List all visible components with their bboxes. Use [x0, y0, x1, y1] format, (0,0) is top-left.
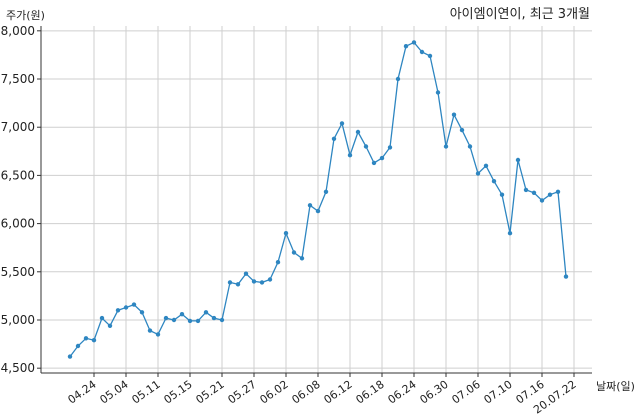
x-tick-label: 06.30 — [417, 378, 450, 407]
x-tick-label: 05.27 — [225, 378, 258, 407]
data-point — [507, 231, 513, 236]
data-point — [115, 308, 121, 313]
y-tick-label: 4,500 — [1, 361, 35, 375]
y-tick-label: 6,500 — [1, 168, 35, 182]
y-tick-label: 7,000 — [1, 120, 35, 134]
data-point — [411, 40, 417, 45]
x-tick-label: 05.04 — [97, 378, 130, 407]
data-point — [203, 310, 209, 315]
data-point — [227, 280, 233, 285]
data-point — [515, 157, 521, 163]
data-point — [395, 76, 401, 82]
data-point — [467, 144, 473, 149]
data-point — [547, 192, 553, 197]
data-point — [427, 53, 433, 59]
x-tick-label: 06.12 — [321, 378, 354, 407]
chart-title: 아이엠이연이, 최근 3개월 — [450, 7, 590, 22]
data-point — [363, 144, 369, 149]
data-point — [403, 44, 409, 49]
data-point — [139, 310, 145, 315]
data-point — [563, 274, 569, 279]
data-point — [483, 163, 489, 168]
data-point — [355, 129, 361, 135]
data-point — [163, 315, 169, 321]
data-point — [267, 277, 273, 282]
data-point — [195, 318, 201, 324]
data-point — [499, 192, 505, 197]
data-point — [315, 208, 321, 214]
data-point — [131, 302, 137, 307]
data-point — [331, 136, 337, 141]
grid — [41, 26, 592, 373]
x-tick-label: 07.10 — [481, 378, 514, 407]
data-point — [539, 198, 545, 203]
data-point — [339, 121, 345, 126]
data-point — [251, 279, 257, 284]
data-point — [307, 203, 313, 208]
y-tick-label: 8,000 — [1, 24, 35, 38]
data-point — [155, 332, 161, 337]
data-point — [147, 328, 153, 333]
y-tick-label: 7,500 — [1, 72, 35, 86]
x-tick-label: 05.15 — [161, 378, 194, 407]
data-point — [107, 323, 113, 328]
x-tick-label: 06.18 — [353, 378, 386, 407]
data-point — [99, 315, 105, 321]
y-tick-label: 6,000 — [1, 217, 35, 231]
data-point — [67, 354, 73, 359]
data-point — [419, 49, 425, 55]
data-point — [371, 160, 377, 166]
y-ticks: 4,500 5,000 5,500 6,000 6,500 7,000 7,500 8,000 — [1, 24, 41, 375]
data-point — [387, 145, 393, 150]
data-point — [555, 189, 561, 194]
x-ticks: 04.2405.0405.1105.1505.2105.2706.0206.08… — [65, 373, 579, 417]
y-tick-label: 5,500 — [1, 265, 35, 279]
data-point — [291, 250, 297, 255]
data-point — [75, 343, 81, 349]
data-point — [123, 305, 129, 310]
x-tick-label: 04.24 — [65, 378, 98, 407]
data-point — [219, 317, 225, 323]
data-point — [91, 338, 97, 343]
x-tick-label: 07.06 — [449, 378, 482, 407]
data-point — [491, 179, 497, 184]
y-axis-label: 주가(원) — [6, 9, 45, 22]
x-tick-label: 05.11 — [129, 378, 162, 407]
data-points — [67, 40, 569, 359]
data-point — [179, 312, 185, 317]
x-tick-label: 06.02 — [257, 378, 290, 407]
data-point — [211, 315, 217, 321]
x-tick-label: 05.21 — [193, 378, 226, 407]
data-point — [275, 260, 281, 265]
data-point — [171, 317, 177, 323]
data-point — [83, 336, 89, 341]
x-tick-label: 06.08 — [289, 378, 322, 407]
data-point — [435, 90, 441, 95]
data-point — [451, 112, 457, 117]
data-point — [347, 153, 353, 158]
x-tick-label: 06.24 — [385, 378, 418, 407]
data-point — [443, 144, 449, 149]
data-point — [323, 189, 329, 194]
x-axis-label: 날짜(일) — [596, 379, 635, 393]
data-point — [459, 127, 465, 133]
data-point — [531, 190, 537, 195]
axes — [40, 26, 592, 374]
data-point — [243, 271, 249, 276]
data-point — [475, 171, 481, 176]
data-point — [523, 187, 529, 193]
data-point — [299, 256, 305, 261]
data-point — [235, 282, 241, 287]
data-point — [379, 155, 385, 161]
data-point — [283, 231, 289, 236]
y-tick-label: 5,000 — [1, 313, 35, 327]
data-point — [187, 318, 193, 324]
data-point — [259, 280, 265, 285]
